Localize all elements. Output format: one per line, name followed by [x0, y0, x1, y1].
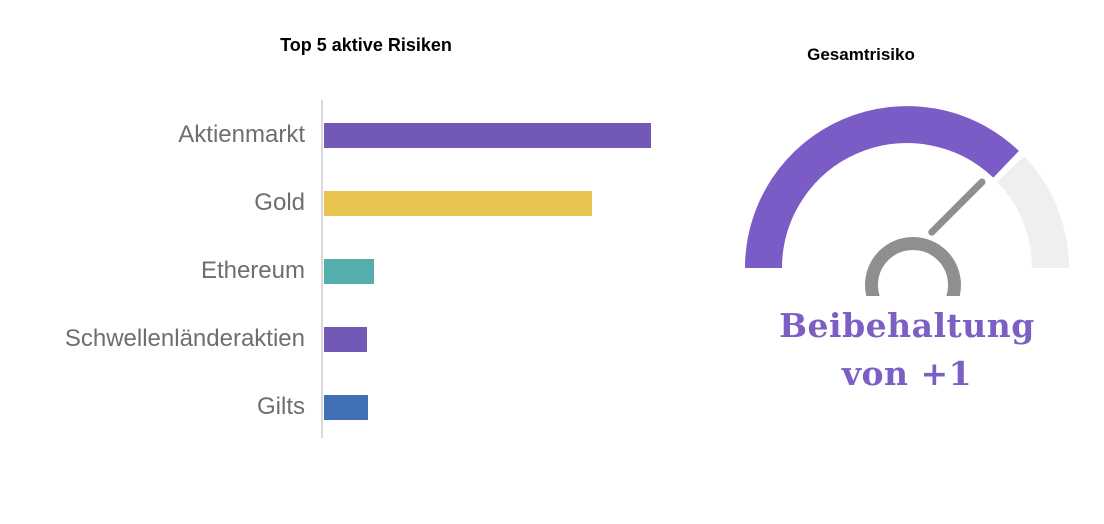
bar-0 [324, 123, 651, 148]
gauge-recommendation: Beibehaltung von +1 [705, 302, 1104, 398]
bar-category-label: Aktienmarkt [178, 121, 305, 148]
gauge-chart-title: Gesamtrisiko [807, 45, 915, 64]
bar-row: Gold [0, 189, 712, 216]
bar-row: Gilts [0, 393, 712, 420]
bar-3 [324, 327, 367, 352]
gauge-arc-active [745, 106, 1019, 269]
bar-4 [324, 395, 368, 420]
y-axis-line [321, 100, 323, 438]
gauge-needle [928, 178, 986, 236]
bar-category-label: Gilts [257, 393, 305, 420]
bar-2 [324, 259, 374, 284]
bar-row: Schwellenländeraktien [0, 325, 712, 352]
bar-1 [324, 191, 592, 216]
bar-category-label: Schwellenländeraktien [64, 325, 305, 352]
gauge-recommendation-line1: Beibehaltung [779, 306, 1035, 345]
bar-row: Ethereum [0, 257, 712, 284]
bar-category-label: Gold [254, 189, 305, 216]
bar-chart-title: Top 5 aktive Risiken [280, 35, 452, 55]
gauge-recommendation-line2: von +1 [841, 354, 973, 393]
gauge-hub-ring [865, 237, 961, 296]
risk-gauge [745, 106, 1069, 296]
bar-category-label: Ethereum [200, 257, 305, 284]
bar-row: Aktienmarkt [0, 121, 712, 148]
gauge-arc-track [996, 156, 1069, 269]
